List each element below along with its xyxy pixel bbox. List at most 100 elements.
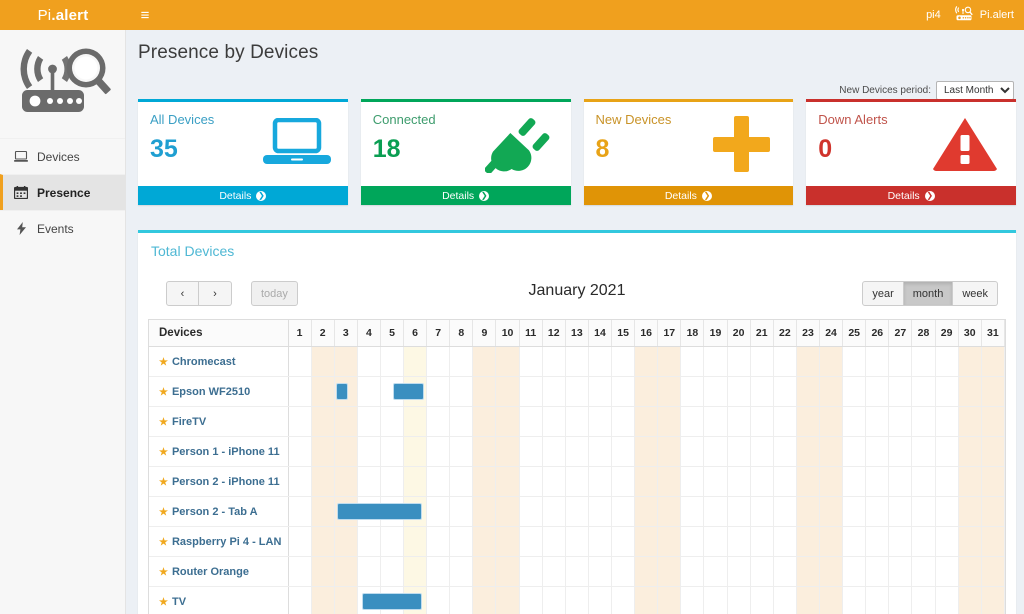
presence-cell-day-2[interactable] xyxy=(311,526,335,557)
presence-cell-day-12[interactable] xyxy=(542,406,566,437)
presence-cell-day-15[interactable] xyxy=(611,346,636,377)
presence-cell-day-6[interactable] xyxy=(403,436,428,467)
presence-cell-day-12[interactable] xyxy=(542,376,566,407)
presence-cell-day-12[interactable] xyxy=(542,586,566,614)
presence-cell-day-20[interactable] xyxy=(727,436,751,467)
presence-cell-day-14[interactable] xyxy=(588,496,613,527)
presence-cell-day-2[interactable] xyxy=(311,376,335,407)
presence-cell-day-8[interactable] xyxy=(449,346,474,377)
device-name-cell[interactable]: ★ Person 1 - iPhone 11 xyxy=(149,436,289,467)
presence-cell-day-2[interactable] xyxy=(311,436,335,467)
presence-cell-day-1[interactable] xyxy=(288,586,312,614)
presence-cell-day-15[interactable] xyxy=(611,586,636,614)
presence-cell-day-7[interactable] xyxy=(426,466,451,497)
presence-cell-day-12[interactable] xyxy=(542,436,566,467)
presence-cell-day-6[interactable] xyxy=(403,466,428,497)
presence-cell-day-20[interactable] xyxy=(727,556,751,587)
presence-cell-day-14[interactable] xyxy=(588,586,613,614)
presence-cell-day-14[interactable] xyxy=(588,556,613,587)
presence-cell-day-24[interactable] xyxy=(819,436,844,467)
presence-cell-day-1[interactable] xyxy=(288,376,312,407)
presence-cell-day-9[interactable] xyxy=(472,346,497,377)
presence-cell-day-18[interactable] xyxy=(680,556,705,587)
presence-cell-day-27[interactable] xyxy=(888,406,913,437)
presence-cell-day-29[interactable] xyxy=(935,586,959,614)
presence-cell-day-25[interactable] xyxy=(842,586,867,614)
presence-cell-day-9[interactable] xyxy=(472,406,497,437)
presence-cell-day-8[interactable] xyxy=(449,496,474,527)
presence-cell-day-17[interactable] xyxy=(657,436,682,467)
presence-cell-day-16[interactable] xyxy=(634,586,659,614)
presence-cell-day-7[interactable] xyxy=(426,526,451,557)
presence-cell-day-21[interactable] xyxy=(750,436,774,467)
card-connected[interactable]: Connected 18 Details ❯ xyxy=(360,99,571,205)
presence-cell-day-21[interactable] xyxy=(750,526,774,557)
presence-cell-day-17[interactable] xyxy=(657,556,682,587)
presence-cell-day-31[interactable] xyxy=(981,436,1006,467)
presence-cell-day-29[interactable] xyxy=(935,466,959,497)
presence-cell-day-7[interactable] xyxy=(426,346,451,377)
sidebar-item-devices[interactable]: Devices xyxy=(0,138,125,174)
presence-cell-day-16[interactable] xyxy=(634,376,659,407)
presence-cell-day-30[interactable] xyxy=(958,496,982,527)
presence-cell-day-12[interactable] xyxy=(542,556,566,587)
presence-cell-day-7[interactable] xyxy=(426,436,451,467)
presence-bar[interactable] xyxy=(393,383,425,400)
presence-cell-day-6[interactable] xyxy=(403,526,428,557)
presence-cell-day-15[interactable] xyxy=(611,556,636,587)
calendar-view-month[interactable]: month xyxy=(903,281,954,306)
presence-cell-day-12[interactable] xyxy=(542,526,566,557)
presence-cell-day-20[interactable] xyxy=(727,496,751,527)
presence-cell-day-16[interactable] xyxy=(634,496,659,527)
presence-cell-day-24[interactable] xyxy=(819,346,844,377)
device-name-cell[interactable]: ★ Raspberry Pi 4 - LAN xyxy=(149,526,289,557)
presence-cell-day-22[interactable] xyxy=(773,346,797,377)
presence-cell-day-24[interactable] xyxy=(819,376,844,407)
presence-cell-day-29[interactable] xyxy=(935,436,959,467)
presence-cell-day-16[interactable] xyxy=(634,526,659,557)
presence-cell-day-12[interactable] xyxy=(542,466,566,497)
presence-cell-day-12[interactable] xyxy=(542,496,566,527)
presence-cell-day-3[interactable] xyxy=(334,526,358,557)
presence-cell-day-19[interactable] xyxy=(703,466,728,497)
presence-cell-day-14[interactable] xyxy=(588,346,613,377)
presence-cell-day-11[interactable] xyxy=(519,526,543,557)
presence-cell-day-10[interactable] xyxy=(495,346,520,377)
presence-cell-day-17[interactable] xyxy=(657,526,682,557)
new-devices-period-select[interactable]: TodayLast WeekLast MonthLast YearAll xyxy=(936,81,1014,100)
presence-cell-day-28[interactable] xyxy=(911,466,936,497)
presence-cell-day-19[interactable] xyxy=(703,526,728,557)
presence-cell-day-18[interactable] xyxy=(680,376,705,407)
presence-cell-day-4[interactable] xyxy=(357,406,381,437)
presence-cell-day-28[interactable] xyxy=(911,406,936,437)
presence-cell-day-8[interactable] xyxy=(449,436,474,467)
presence-cell-day-4[interactable] xyxy=(357,346,381,377)
card-details-all-devices[interactable]: Details ❯ xyxy=(138,186,348,205)
presence-cell-day-21[interactable] xyxy=(750,376,774,407)
presence-cell-day-8[interactable] xyxy=(449,526,474,557)
presence-cell-day-30[interactable] xyxy=(958,406,982,437)
presence-cell-day-1[interactable] xyxy=(288,526,312,557)
presence-cell-day-13[interactable] xyxy=(565,466,589,497)
presence-cell-day-23[interactable] xyxy=(796,496,821,527)
hamburger-menu-icon[interactable]: ≡ xyxy=(126,0,164,30)
presence-cell-day-20[interactable] xyxy=(727,376,751,407)
presence-cell-day-1[interactable] xyxy=(288,346,312,377)
presence-cell-day-22[interactable] xyxy=(773,466,797,497)
presence-cell-day-24[interactable] xyxy=(819,586,844,614)
presence-cell-day-8[interactable] xyxy=(449,376,474,407)
presence-cell-day-2[interactable] xyxy=(311,466,335,497)
presence-cell-day-1[interactable] xyxy=(288,466,312,497)
card-all-devices[interactable]: All Devices 35 Details ❯ xyxy=(138,99,348,205)
presence-cell-day-24[interactable] xyxy=(819,406,844,437)
presence-cell-day-21[interactable] xyxy=(750,556,774,587)
presence-cell-day-23[interactable] xyxy=(796,376,821,407)
presence-cell-day-23[interactable] xyxy=(796,466,821,497)
presence-cell-day-19[interactable] xyxy=(703,586,728,614)
presence-cell-day-2[interactable] xyxy=(311,586,335,614)
presence-cell-day-30[interactable] xyxy=(958,526,982,557)
presence-cell-day-4[interactable] xyxy=(357,376,381,407)
presence-cell-day-18[interactable] xyxy=(680,586,705,614)
presence-cell-day-5[interactable] xyxy=(380,406,405,437)
presence-bar[interactable] xyxy=(335,383,348,400)
